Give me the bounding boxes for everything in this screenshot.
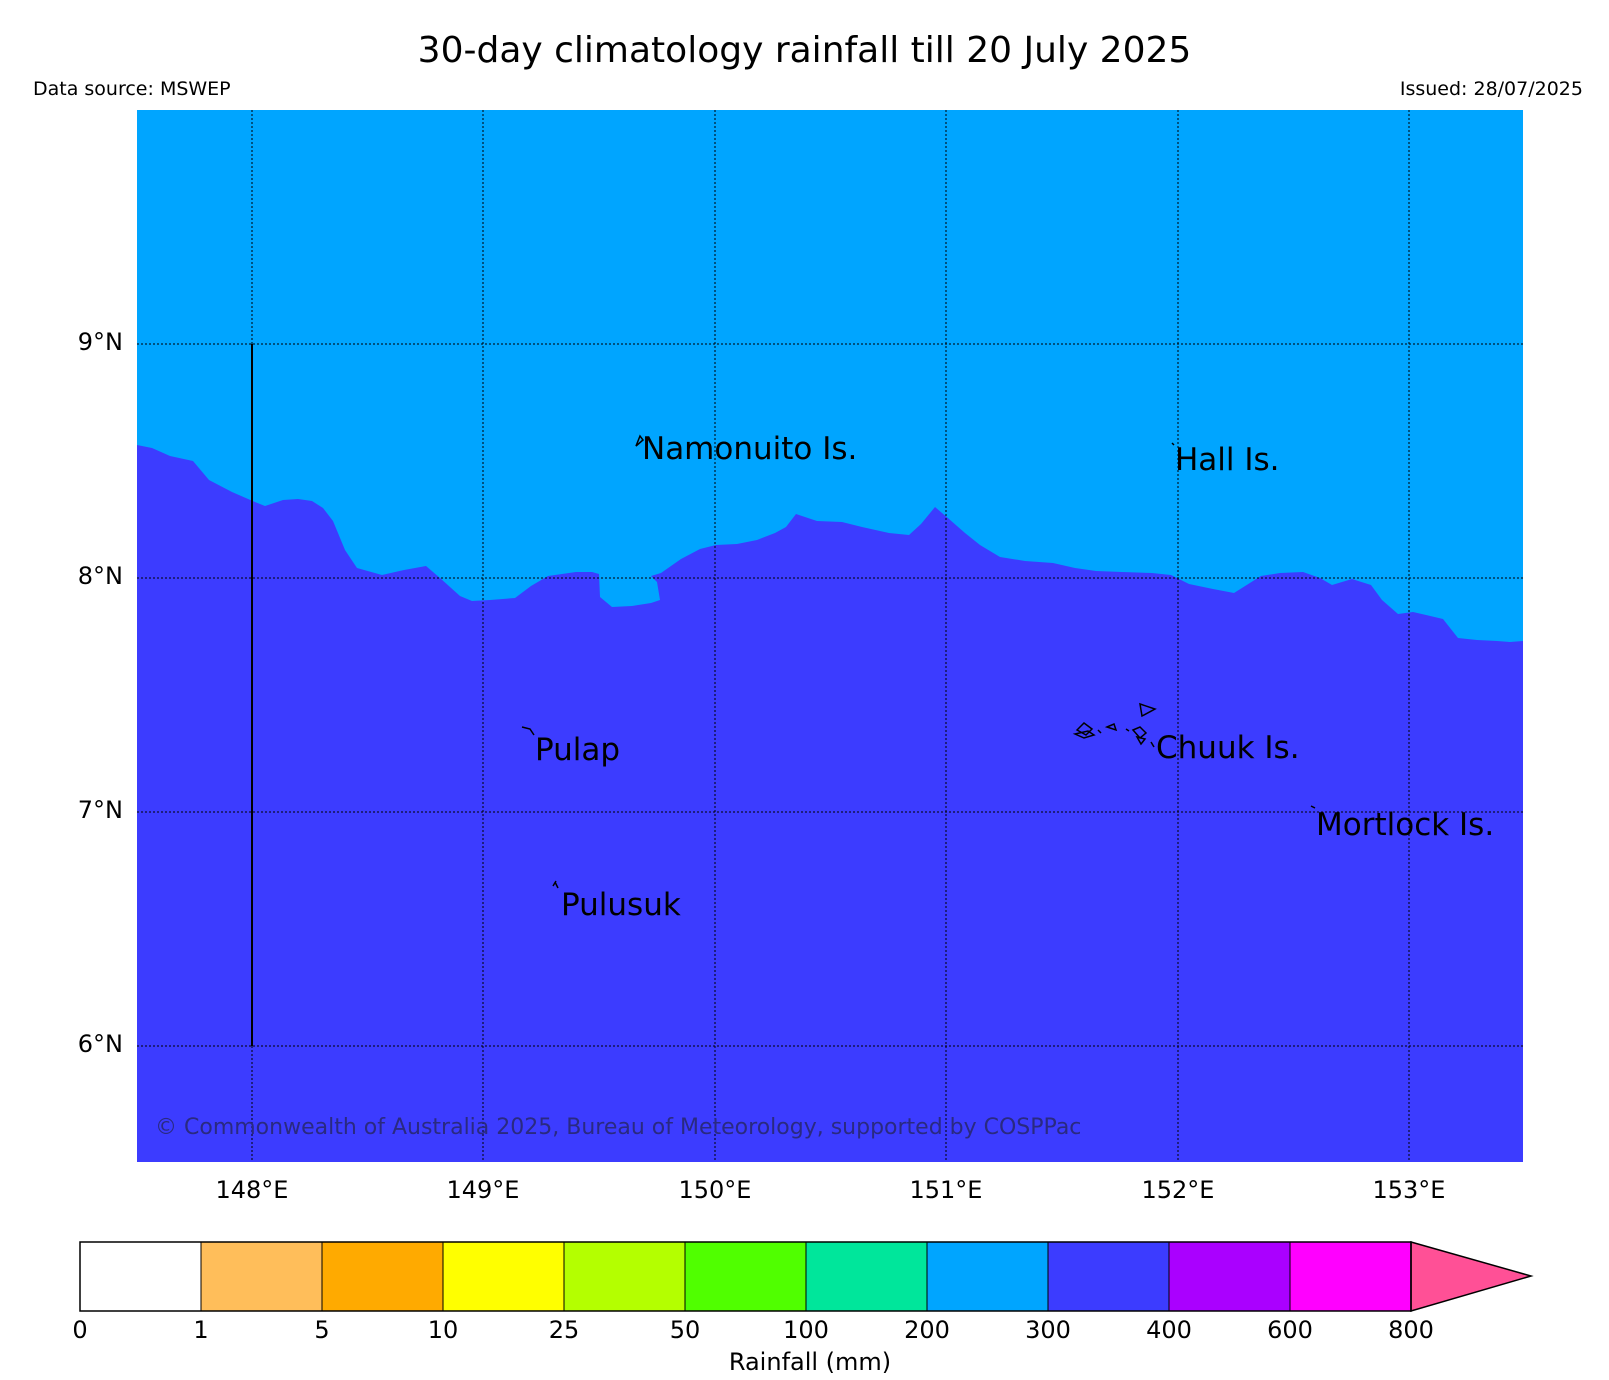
colorbar-segment-200-300 [927,1242,1048,1311]
colorbar-tick-300: 300 [1025,1316,1071,1344]
colorbar-segment-50-100 [685,1242,806,1311]
colorbar-segment-600-800 [1290,1242,1411,1311]
lon-label-152e: 152°E [1141,1176,1215,1204]
colorbar-segment-400-600 [1169,1242,1290,1311]
copyright-notice: © Commonwealth of Australia 2025, Bureau… [155,1115,1081,1140]
colorbar-segment-300-400 [1048,1242,1169,1311]
place-label-hall: Hall Is. [1175,442,1280,478]
lat-label-7n: 7°N [77,796,123,824]
colorbar-tick-50: 50 [669,1316,701,1344]
colorbar-tick-800: 800 [1388,1316,1434,1344]
colorbar-title: Rainfall (mm) [728,1348,892,1376]
map-title: 30-day climatology rainfall till 20 July… [417,30,1192,71]
colorbar-tick-200: 200 [904,1316,950,1344]
place-label-chuuk: Chuuk Is. [1156,730,1300,766]
lon-label-150e: 150°E [678,1176,752,1204]
colorbar-segment-100-200 [806,1242,927,1311]
island-outlines [521,434,1316,889]
place-label-mortlock: Mortlock Is. [1316,807,1494,843]
lon-label-148e: 148°E [215,1176,289,1204]
colorbar-tick-5: 5 [314,1316,330,1344]
lat-label-8n: 8°N [77,562,123,590]
lat-label-6n: 6°N [77,1030,123,1058]
colorbar-tick-1: 1 [193,1316,209,1344]
lon-label-153e: 153°E [1372,1176,1446,1204]
colorbar-tick-0: 0 [72,1316,88,1344]
colorbar-segment-1-5 [201,1242,322,1311]
colorbar [79,1241,1534,1312]
colorbar-tick-600: 600 [1267,1316,1313,1344]
issued-date-label: Issued: 28/07/2025 [1399,78,1583,100]
lon-label-149e: 149°E [446,1176,520,1204]
data-source-label: Data source: MSWEP [33,78,231,100]
colorbar-tick-10: 10 [427,1316,459,1344]
colorbar-tick-25: 25 [548,1316,580,1344]
place-label-namonuito: Namonuito Is. [642,431,857,467]
colorbar-segment-10-25 [443,1242,564,1311]
colorbar-segment-5-10 [322,1242,443,1311]
colorbar-tick-400: 400 [1146,1316,1192,1344]
lon-label-151e: 151°E [909,1176,983,1204]
place-label-pulap: Pulap [535,732,620,768]
lat-label-9n: 9°N [77,328,123,356]
colorbar-segment-0-1 [80,1242,201,1311]
place-label-pulusuk: Pulusuk [561,887,681,923]
colorbar-extension-arrow [1410,1241,1534,1312]
colorbar-segment-25-50 [564,1242,685,1311]
colorbar-tick-100: 100 [783,1316,829,1344]
